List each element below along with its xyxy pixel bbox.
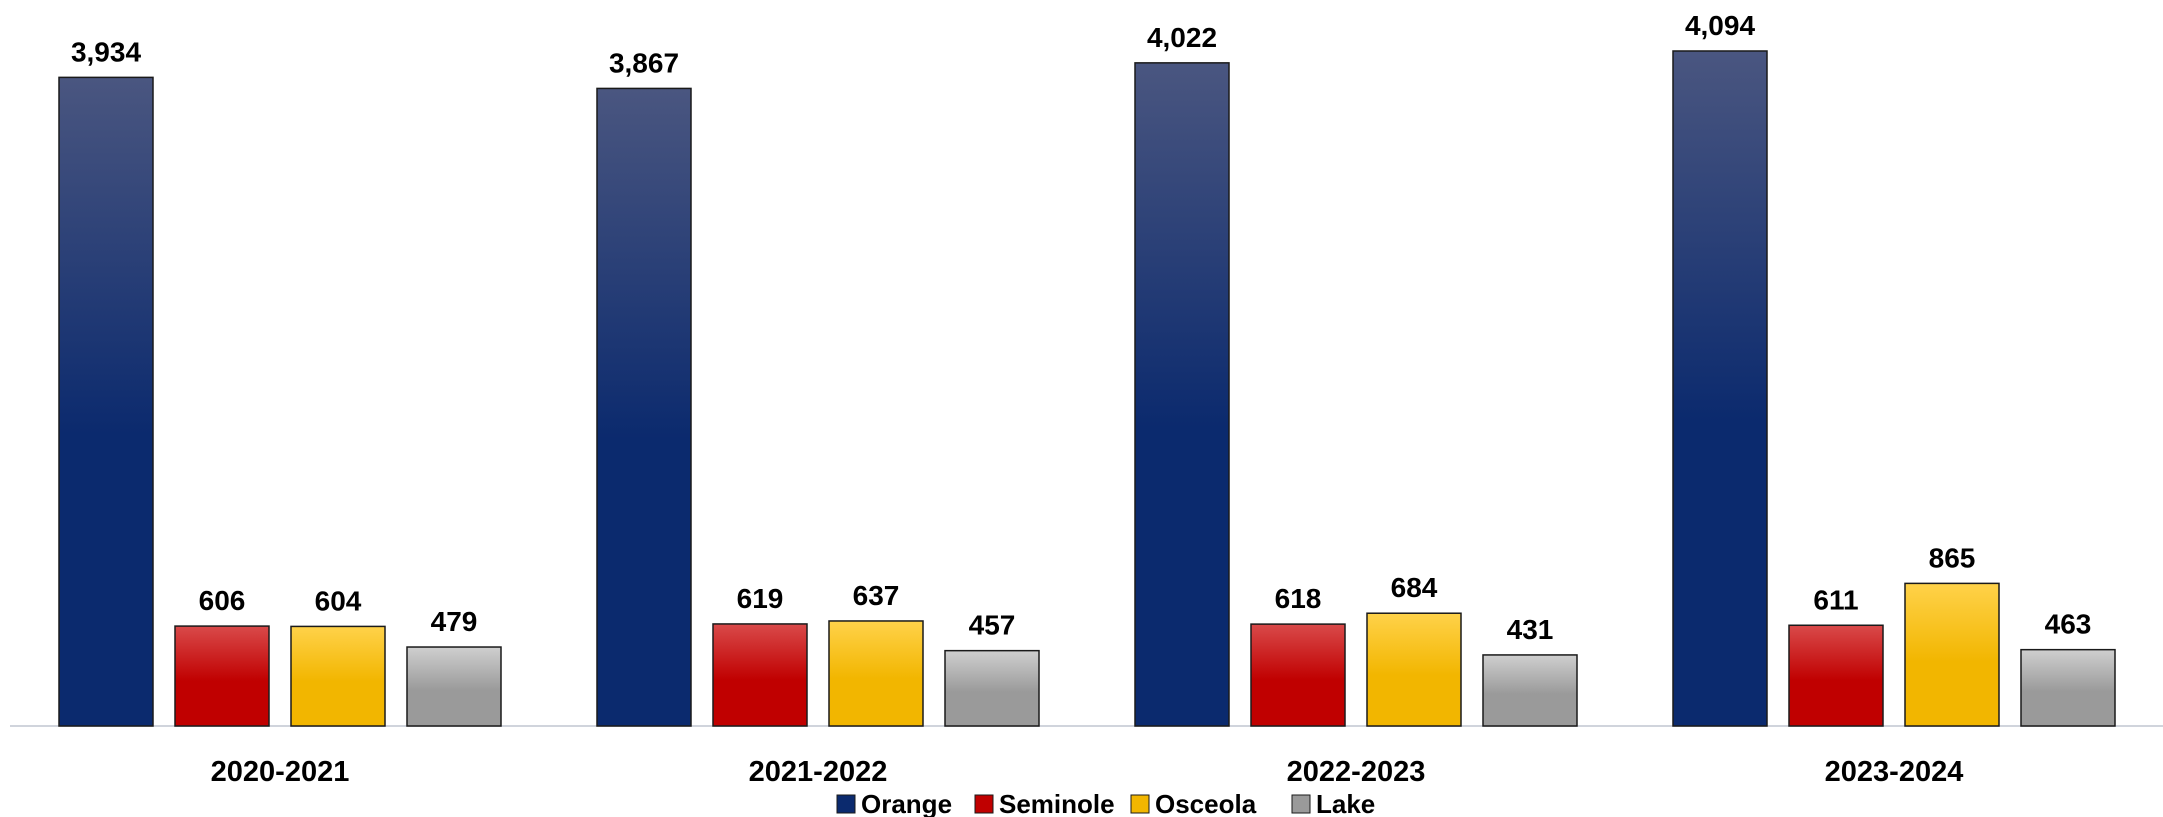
bar-seminole-2023-2024 xyxy=(1788,624,1884,727)
category-labels-layer: 2020-2021 2021-2022 2022-2023 2023-2024 xyxy=(211,756,1964,788)
bar-orange-2022-2023 xyxy=(1134,62,1230,727)
bar-osceola-2022-2023 xyxy=(1366,612,1462,727)
value-label-orange-2023-2024: 4,094 xyxy=(1685,10,1755,41)
value-label-seminole-2023-2024: 611 xyxy=(1813,584,1858,615)
value-label-osceola-2021-2022: 637 xyxy=(853,580,900,611)
legend-swatch-osceola xyxy=(1130,794,1150,814)
value-label-orange-2021-2022: 3,867 xyxy=(609,47,679,78)
value-label-lake-2023-2024: 463 xyxy=(2045,609,2092,640)
bars-layer xyxy=(58,50,2116,727)
bar-osceola-2021-2022 xyxy=(828,620,924,727)
value-label-osceola-2020-2021: 604 xyxy=(315,585,362,616)
value-label-osceola-2023-2024: 865 xyxy=(1929,542,1976,573)
bar-orange-2021-2022 xyxy=(596,87,692,727)
category-label-2020-2021: 2020-2021 xyxy=(211,756,350,788)
value-label-seminole-2022-2023: 618 xyxy=(1275,583,1322,614)
category-label-2023-2024: 2023-2024 xyxy=(1825,756,1964,788)
category-label-2021-2022: 2021-2022 xyxy=(749,756,888,788)
legend-swatch-seminole xyxy=(974,794,994,814)
value-label-seminole-2021-2022: 619 xyxy=(737,583,784,614)
bar-seminole-2021-2022 xyxy=(712,623,808,727)
bar-orange-2020-2021 xyxy=(58,76,154,727)
legend-swatch-orange xyxy=(836,794,856,814)
legend-label-seminole: Seminole xyxy=(999,789,1115,817)
value-label-orange-2020-2021: 3,934 xyxy=(71,36,141,67)
bar-osceola-2023-2024 xyxy=(1904,582,2000,727)
value-label-osceola-2022-2023: 684 xyxy=(1391,572,1438,603)
bar-lake-2020-2021 xyxy=(406,646,502,727)
value-labels-layer: 3,934 606 604 479 3,867 619 637 457 4,022 618 684 4… xyxy=(71,10,2091,645)
bar-osceola-2020-2021 xyxy=(290,625,386,727)
category-label-2022-2023: 2022-2023 xyxy=(1287,756,1426,788)
bar-orange-2023-2024 xyxy=(1672,50,1768,727)
bar-lake-2021-2022 xyxy=(944,649,1040,727)
bar-seminole-2020-2021 xyxy=(174,625,270,727)
legend-swatch-lake xyxy=(1291,794,1311,814)
legend-label-orange: Orange xyxy=(861,789,952,817)
value-label-orange-2022-2023: 4,022 xyxy=(1147,22,1217,53)
value-label-lake-2021-2022: 457 xyxy=(969,610,1016,641)
bar-lake-2023-2024 xyxy=(2020,648,2116,727)
bar-lake-2022-2023 xyxy=(1482,654,1578,727)
value-label-seminole-2020-2021: 606 xyxy=(199,585,246,616)
value-label-lake-2020-2021: 479 xyxy=(431,606,478,637)
value-label-lake-2022-2023: 431 xyxy=(1507,614,1554,645)
legend-label-osceola: Osceola xyxy=(1155,789,1257,817)
legend-label-lake: Lake xyxy=(1316,789,1375,817)
bar-seminole-2022-2023 xyxy=(1250,623,1346,727)
legend: Orange Seminole Osceola Lake xyxy=(836,789,1375,817)
